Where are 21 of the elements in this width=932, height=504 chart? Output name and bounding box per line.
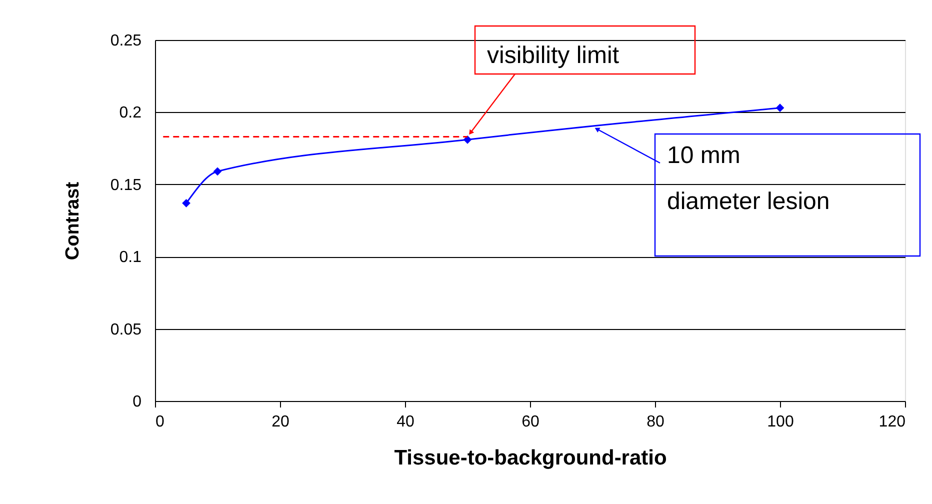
y-tick-label: 0.2 (119, 104, 142, 122)
point (463, 135, 472, 144)
point (213, 167, 222, 176)
annotation: 10 mm diameter lesion (667, 142, 830, 215)
x-tick-label: 120 (878, 414, 906, 430)
y-tick-label: 0.15 (110, 176, 142, 194)
x-tick-label: 80 (646, 414, 664, 430)
x-axis-title: Tissue-to-background-ratio (394, 446, 667, 470)
y-tick-label: 0.05 (110, 321, 142, 338)
annotation: visibility limit (487, 42, 620, 69)
x-tick-label: 20 (272, 414, 290, 430)
y-tick-label: 0.1 (119, 249, 142, 266)
y-tick-label: 0.25 (110, 32, 142, 50)
y-axis-title: Contrast (62, 181, 84, 260)
point (182, 198, 190, 208)
x-tick-label: 40 (396, 414, 414, 430)
x-tick-label: 60 (522, 414, 540, 430)
y-tick-label: 0 (132, 394, 142, 410)
point (776, 104, 784, 112)
x-tick-label: 0 (156, 414, 164, 430)
x-tick-label: 100 (767, 414, 794, 430)
